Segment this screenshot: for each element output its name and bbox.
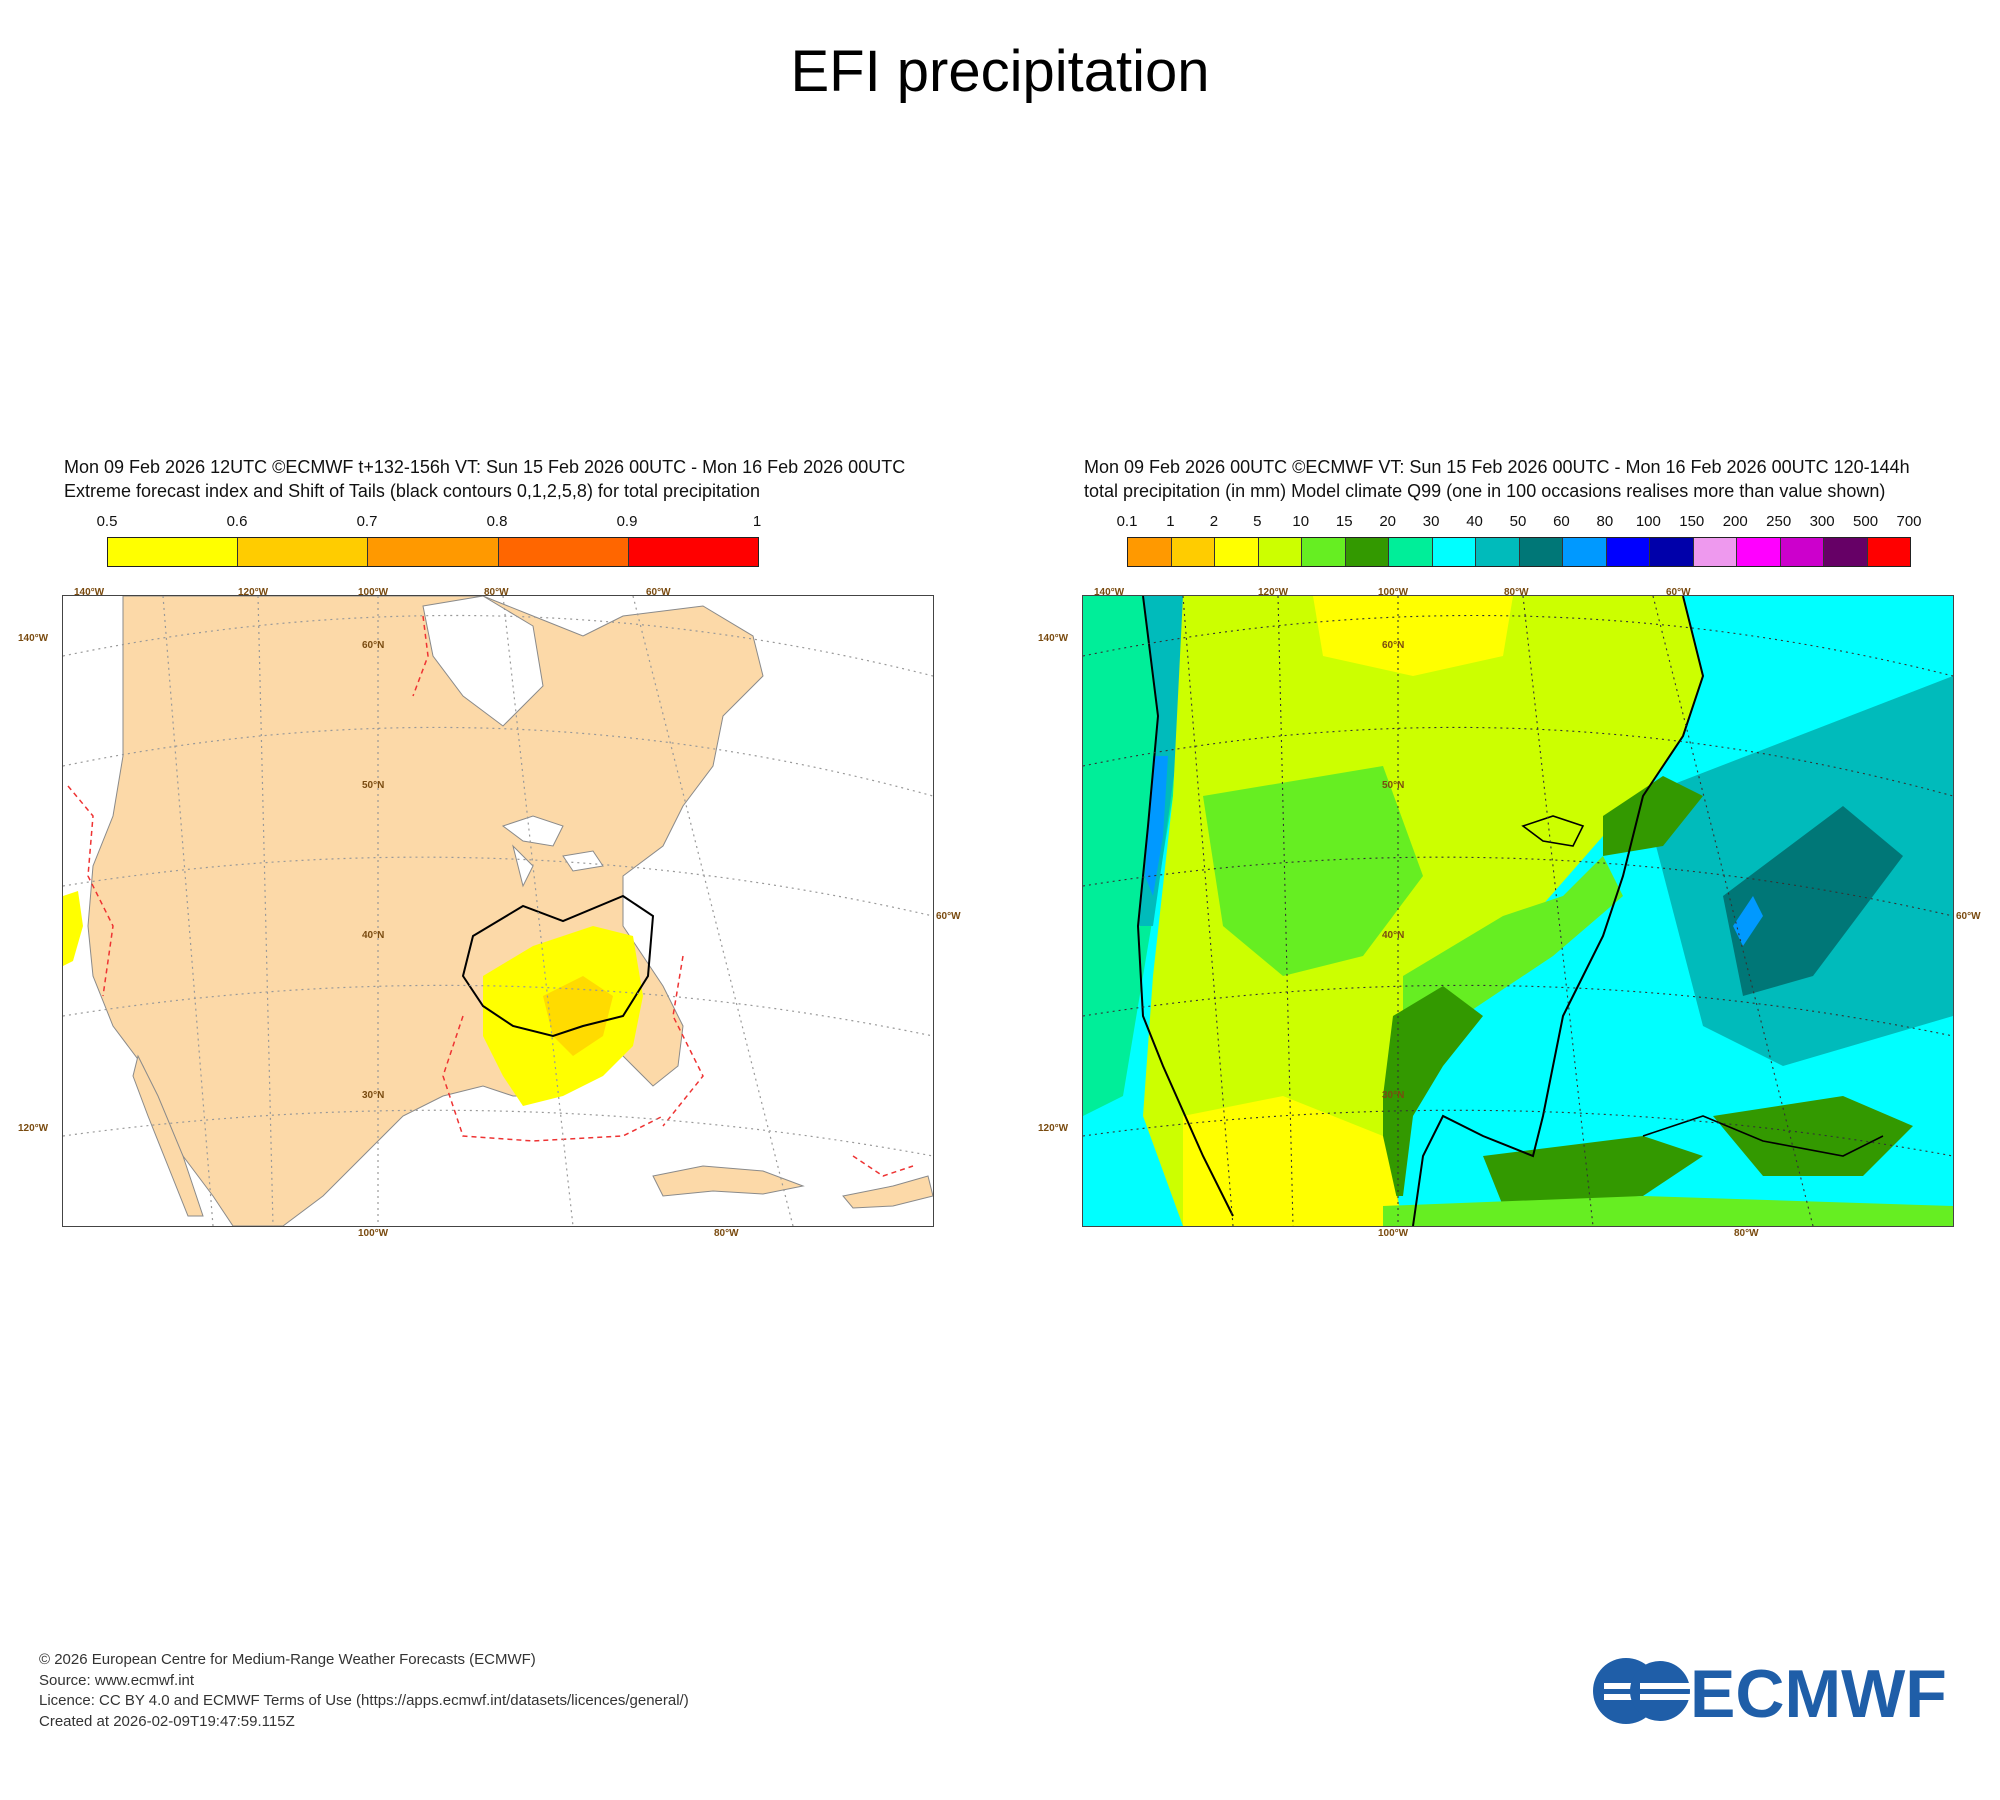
q99-colorbar-cell	[1563, 538, 1607, 566]
efi-tick: 0.9	[616, 513, 638, 530]
q99-tick: 0.1	[1116, 513, 1138, 530]
q99-colorbar-cell	[1128, 538, 1172, 566]
efi-lat-label: 140°W	[18, 633, 49, 644]
efi-lat-inner: 60°N	[362, 640, 385, 651]
q99-tick: 2	[1209, 513, 1219, 530]
q99-lat-inner: 60°N	[1382, 640, 1405, 651]
efi-panel: Mon 09 Feb 2026 12UTC ©ECMWF t+132-156h …	[18, 455, 992, 1245]
q99-colorbar-cell	[1693, 538, 1737, 566]
efi-colorbar-cell	[368, 538, 499, 566]
q99-colorbar-cell	[1867, 538, 1910, 566]
q99-colorbar-cell	[1519, 538, 1563, 566]
q99-colorbar	[1127, 537, 1911, 567]
q99-lon-label: 100°W	[1378, 587, 1409, 598]
efi-lat-inner: 40°N	[362, 930, 385, 941]
q99-colorbar-cell	[1606, 538, 1650, 566]
efi-lon-label: 60°W	[646, 587, 671, 598]
q99-tick: 5	[1253, 513, 1262, 530]
q99-lon-label: 140°W	[1094, 587, 1125, 598]
q99-tick: 30	[1422, 513, 1440, 530]
efi-lat-label: 120°W	[18, 1123, 49, 1134]
q99-tick: 250	[1766, 513, 1792, 530]
q99-colorbar-cell	[1215, 538, 1259, 566]
q99-tick: 10	[1292, 513, 1310, 530]
q99-tick: 80	[1596, 513, 1614, 530]
efi-lon-label: 140°W	[74, 587, 105, 598]
q99-lat-inner: 40°N	[1382, 930, 1405, 941]
efi-header-line1: Mon 09 Feb 2026 12UTC ©ECMWF t+132-156h …	[64, 457, 906, 477]
q99-lat-label: 60°W	[1956, 911, 1981, 922]
efi-tick: 0.7	[356, 513, 378, 530]
efi-tick: 1	[752, 513, 762, 530]
q99-tick: 40	[1466, 513, 1483, 530]
q99-lat-inner: 50°N	[1382, 780, 1405, 791]
q99-tick: 1	[1166, 513, 1175, 530]
q99-tick: 100	[1635, 513, 1661, 530]
q99-colorbar-cell	[1171, 538, 1215, 566]
q99-tick: 15	[1335, 513, 1353, 530]
efi-colorbar	[107, 537, 759, 567]
q99-colorbar-cell	[1824, 538, 1868, 566]
q99-colorbar-cell	[1780, 538, 1824, 566]
q99-tick: 50	[1509, 513, 1527, 530]
q99-tick: 500	[1853, 513, 1879, 530]
q99-lon-label: 120°W	[1258, 587, 1289, 598]
efi-tick: 0.6	[226, 513, 248, 530]
q99-colorbar-ticks: 0.1 1 2 5 10 15 20 30 40 50 60 80 100 150 200 250 300 500…	[1117, 513, 1922, 531]
efi-tick: 0.5	[96, 513, 118, 530]
q99-lat-inner: 30°N	[1382, 1090, 1405, 1101]
q99-colorbar-cell	[1345, 538, 1389, 566]
footer: © 2026 European Centre for Medium-Range …	[39, 1650, 689, 1732]
logo-text: ECMWF	[1690, 1656, 1947, 1727]
q99-colorbar-cell	[1737, 538, 1781, 566]
q99-lat-label: 120°W	[1038, 1123, 1069, 1134]
ecmwf-logo-svg: ECMWF	[1593, 1656, 1947, 1732]
efi-header-line2: Extreme forecast index and Shift of Tail…	[64, 481, 761, 501]
footer-source: Source: www.ecmwf.int	[39, 1671, 195, 1689]
q99-lat-label: 140°W	[1038, 633, 1069, 644]
efi-colorbar-cell	[238, 538, 369, 566]
efi-map	[62, 595, 934, 1227]
q99-colorbar-cell	[1258, 538, 1302, 566]
efi-colorbar-cell	[498, 538, 629, 566]
q99-tick: 300	[1809, 513, 1835, 530]
efi-lat-label: 60°W	[936, 911, 961, 922]
q99-tick: 700	[1896, 513, 1922, 530]
q99-panel: Mon 09 Feb 2026 00UTC ©ECMWF VT: Sun 15 …	[1038, 455, 2000, 1245]
efi-tick: 0.8	[486, 513, 508, 530]
ecmwf-logo: ECMWF	[1590, 1655, 1965, 1732]
q99-colorbar-cell	[1389, 538, 1433, 566]
efi-lat-inner: 50°N	[362, 780, 385, 791]
efi-lat-inner: 30°N	[362, 1090, 385, 1101]
q99-lon-label: 80°W	[1504, 587, 1529, 598]
q99-colorbar-cell	[1650, 538, 1694, 566]
efi-colorbar-cell	[628, 538, 759, 566]
q99-colorbar-cell	[1302, 538, 1346, 566]
q99-tick: 200	[1722, 513, 1748, 530]
q99-header-line1: Mon 09 Feb 2026 00UTC ©ECMWF VT: Sun 15 …	[1084, 457, 1910, 477]
efi-lon-label: 100°W	[358, 587, 389, 598]
footer-created: Created at 2026-02-09T19:47:59.115Z	[39, 1712, 295, 1730]
q99-map-svg	[1083, 596, 1953, 1226]
page-title: EFI precipitation	[790, 39, 1210, 104]
q99-header-line2: total precipitation (in mm) Model climat…	[1084, 481, 1886, 501]
q99-lon-label: 60°W	[1666, 587, 1691, 598]
q99-map	[1082, 595, 1954, 1227]
efi-lon-label: 80°W	[714, 1228, 739, 1239]
q99-lon-label: 100°W	[1378, 1228, 1409, 1239]
q99-tick: 150	[1679, 513, 1705, 530]
q99-colorbar-cell	[1432, 538, 1476, 566]
efi-map-svg	[63, 596, 933, 1226]
efi-lon-label: 120°W	[238, 587, 269, 598]
efi-colorbar-cell	[108, 538, 239, 566]
q99-tick: 60	[1553, 513, 1570, 530]
q99-colorbar-cell	[1476, 538, 1520, 566]
footer-licence: Licence: CC BY 4.0 and ECMWF Terms of Us…	[39, 1692, 689, 1709]
footer-copyright: © 2026 European Centre for Medium-Range …	[39, 1651, 536, 1668]
efi-colorbar-ticks: 0.5 0.6 0.7 0.8 0.9 1	[97, 513, 762, 531]
q99-tick: 20	[1379, 513, 1396, 530]
efi-lon-label: 80°W	[484, 587, 509, 598]
efi-lon-label: 100°W	[358, 1228, 389, 1239]
q99-lon-label: 80°W	[1734, 1228, 1759, 1239]
